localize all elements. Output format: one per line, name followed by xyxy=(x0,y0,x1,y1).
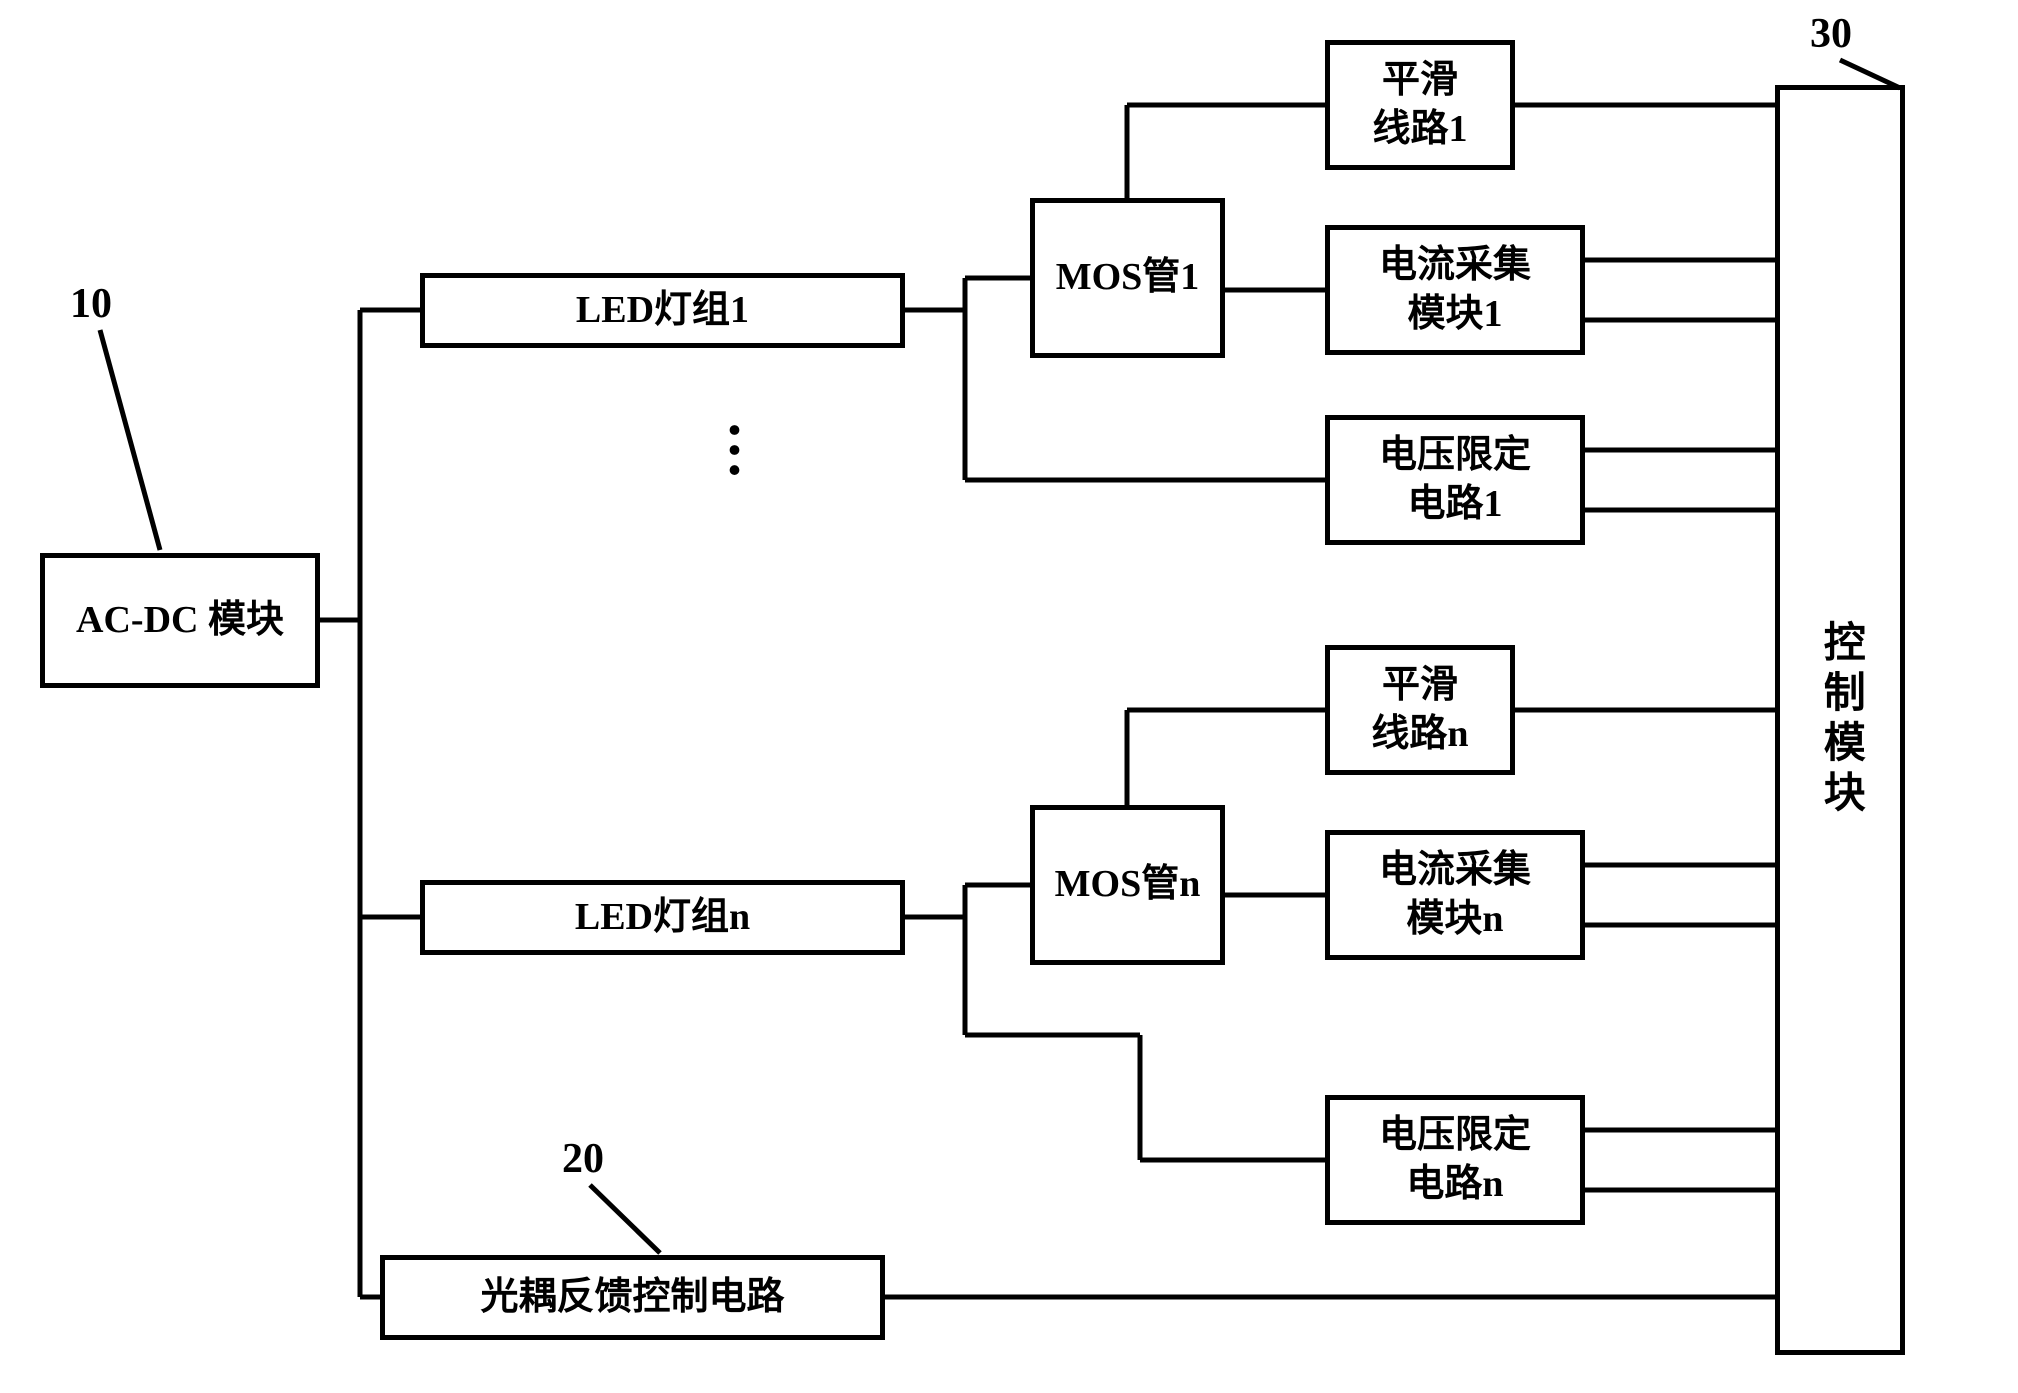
current-n-box: 电流采集 模块n xyxy=(1325,830,1585,960)
opto-feedback-box: 光耦反馈控制电路 xyxy=(380,1255,885,1340)
vlim-1-box: 电压限定 电路1 xyxy=(1325,415,1585,545)
control-module-label: 控制模块 xyxy=(1813,620,1868,820)
acdc-module-label: AC-DC 模块 xyxy=(76,596,284,645)
smooth-1-box: 平滑 线路1 xyxy=(1325,40,1515,170)
mos-n-label: MOS管n xyxy=(1055,860,1201,909)
mos-1-box: MOS管1 xyxy=(1030,198,1225,358)
vlim-n-box: 电压限定 电路n xyxy=(1325,1095,1585,1225)
opto-feedback-label: 光耦反馈控制电路 xyxy=(480,1273,784,1322)
smooth-n-label: 平滑 线路n xyxy=(1371,661,1468,760)
wiring-svg xyxy=(0,0,2018,1393)
smooth-1-label: 平滑 线路1 xyxy=(1372,56,1467,155)
led-group-n-box: LED灯组n xyxy=(420,880,905,955)
ref-label-30: 30 xyxy=(1810,10,1852,58)
led-group-1-box: LED灯组1 xyxy=(420,273,905,348)
led-group-n-label: LED灯组n xyxy=(575,893,750,942)
current-1-box: 电流采集 模块1 xyxy=(1325,225,1585,355)
ref-label-20: 20 xyxy=(562,1135,604,1183)
control-module-box: 控制模块 xyxy=(1775,85,1905,1355)
acdc-module-box: AC-DC 模块 xyxy=(40,553,320,688)
vlim-n-label: 电压限定 电路n xyxy=(1379,1111,1531,1210)
current-1-label: 电流采集 模块1 xyxy=(1379,241,1531,340)
current-n-label: 电流采集 模块n xyxy=(1379,846,1531,945)
led-group-1-label: LED灯组1 xyxy=(576,286,749,335)
mos-n-box: MOS管n xyxy=(1030,805,1225,965)
vlim-1-label: 电压限定 电路1 xyxy=(1379,431,1531,530)
ellipsis-dots: ︙ xyxy=(720,420,738,820)
ref-label-10: 10 xyxy=(70,280,112,328)
smooth-n-box: 平滑 线路n xyxy=(1325,645,1515,775)
mos-1-label: MOS管1 xyxy=(1056,253,1200,302)
